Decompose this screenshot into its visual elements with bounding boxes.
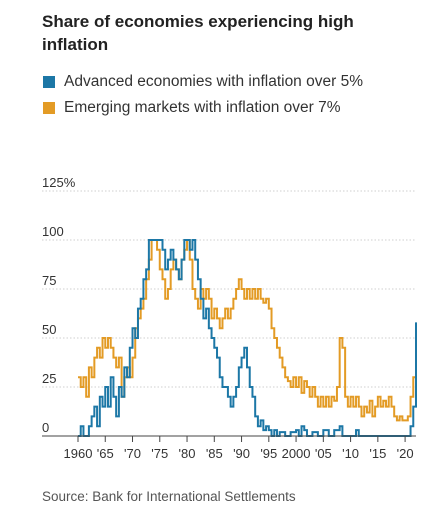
x-tick-label: '90 <box>233 446 250 461</box>
x-tick-label: 1960 <box>64 446 93 461</box>
chart-title: Share of economies experiencing high inf… <box>42 12 354 54</box>
y-tick-label: 75 <box>42 273 56 288</box>
x-tick-label: '75 <box>151 446 168 461</box>
x-tick-label: '10 <box>342 446 359 461</box>
y-tick-label: 100 <box>42 224 64 239</box>
legend-swatch-advanced <box>43 76 55 88</box>
y-tick-label: 0 <box>42 420 49 435</box>
y-tick-label: 50 <box>42 322 56 337</box>
chart-legend: Advanced economies with inflation over 5… <box>42 72 422 124</box>
x-tick-label: '70 <box>124 446 141 461</box>
x-tick-label: '20 <box>397 446 414 461</box>
chart-grid <box>42 190 416 388</box>
y-tick-label: 125% <box>42 175 76 190</box>
x-tick-label: 2000 <box>282 446 311 461</box>
chart-axes: 0 25 50 75 100 125% 1960 '65 '70 '75 '80 '85 '90 '95 2… <box>42 175 416 461</box>
source-note: Source: Bank for International Settlemen… <box>42 489 296 504</box>
x-tick-label: '95 <box>260 446 277 461</box>
legend-item-emerging: Emerging markets with inflation over 7% <box>42 98 422 118</box>
x-tick-label: '85 <box>206 446 223 461</box>
legend-item-advanced: Advanced economies with inflation over 5… <box>42 72 422 92</box>
legend-label-emerging: Emerging markets with inflation over 7% <box>64 99 341 116</box>
legend-label-advanced: Advanced economies with inflation over 5… <box>64 73 363 90</box>
series-line-emerging <box>78 239 417 422</box>
x-tick-label: '15 <box>369 446 386 461</box>
x-tick-label: '05 <box>315 446 332 461</box>
x-tick-label: '65 <box>97 446 114 461</box>
y-tick-label: 25 <box>42 371 56 386</box>
legend-swatch-emerging <box>43 102 55 114</box>
x-tick-label: '80 <box>179 446 196 461</box>
